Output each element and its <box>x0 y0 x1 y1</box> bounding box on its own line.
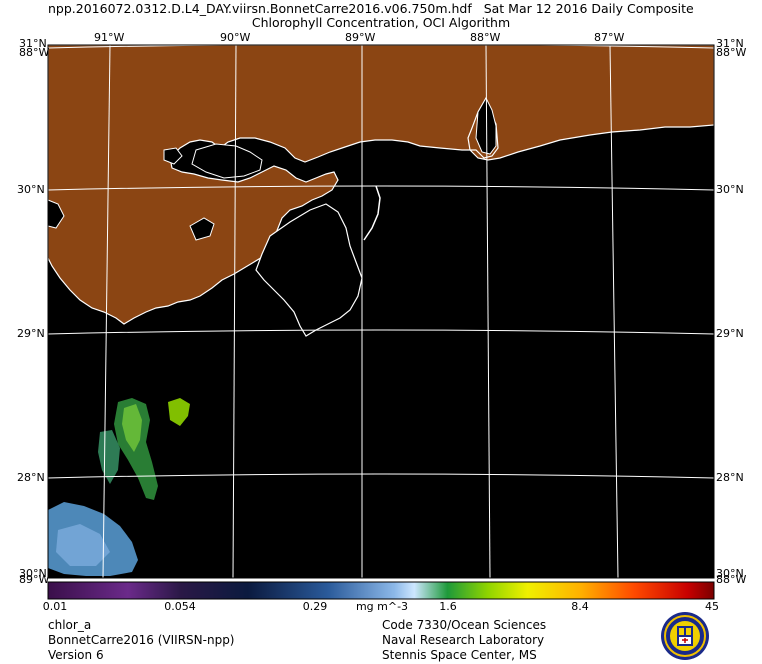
colorbar-tick-4: 8.4 <box>571 600 589 613</box>
corner-top-left-lat: 31°N <box>19 37 47 50</box>
composite-date: Sat Mar 12 2016 Daily Composite <box>483 1 694 16</box>
mississippi-delta-water <box>255 203 363 337</box>
lon-label-90w: 90°W <box>220 31 251 44</box>
lake-maurepas <box>163 147 183 165</box>
colorbar-tick-3: 1.6 <box>439 600 457 613</box>
map-title-line: npp.2016072.0312.D.L4_DAY.viirsn.BonnetC… <box>48 2 694 16</box>
lon-label-88w: 88°W <box>470 31 501 44</box>
colorbar-tick-2: 0.29 <box>302 600 328 613</box>
lat-label-28n-right: 28°N <box>716 471 744 484</box>
colorbar-tick-0: 0.01 <box>42 600 68 613</box>
graticule <box>47 43 715 579</box>
lat-label-30n-right: 30°N <box>716 183 744 196</box>
footer-version: Version 6 <box>48 648 104 662</box>
corner-top-left-lon: 88°W <box>19 46 50 59</box>
corner-bottom-left-lon: 89°W <box>19 573 50 586</box>
footer-org-name: Naval Research Laboratory <box>382 633 545 647</box>
corner-top-right-lon: 88°W <box>716 46 747 59</box>
lon-label-87w: 87°W <box>594 31 625 44</box>
lat-label-29n-right: 29°N <box>716 327 744 340</box>
lon-label-89w: 89°W <box>345 31 376 44</box>
chandeleur-islands <box>363 185 381 241</box>
colorbar-units: mg m^-3 <box>355 600 409 613</box>
chlorophyll-patches <box>48 398 190 576</box>
lake-pontchartrain <box>191 143 263 179</box>
source-filename: npp.2016072.0312.D.L4_DAY.viirsn.BonnetC… <box>48 1 472 16</box>
footer-org-code: Code 7330/Ocean Sciences <box>382 618 547 632</box>
mobile-bay <box>475 96 497 155</box>
footer-variable: chlor_a <box>48 618 92 632</box>
lake-salvador <box>189 217 215 241</box>
corner-top-right-lat: 31°N <box>716 37 744 50</box>
lon-label-91w: 91°W <box>94 31 125 44</box>
colorbar-tick-1: 0.054 <box>164 600 196 613</box>
lat-label-30n-left: 30°N <box>17 183 45 196</box>
footer-org-location: Stennis Space Center, MS <box>382 648 537 662</box>
map-frame <box>47 44 715 579</box>
colorbar <box>47 581 715 600</box>
map-subtitle: Chlorophyll Concentration, OCI Algorithm <box>251 15 511 30</box>
footer-region: BonnetCarre2016 (VIIRSN-npp) <box>48 633 235 647</box>
lat-label-28n-left: 28°N <box>17 471 45 484</box>
corner-bottom-right-lon: 88°W <box>716 573 747 586</box>
colorbar-tick-5: 45 <box>705 600 719 613</box>
lat-label-29n-left: 29°N <box>17 327 45 340</box>
corner-bottom-right-lat: 30°N <box>716 567 744 580</box>
corner-bottom-left-lat: 30°N <box>19 567 47 580</box>
nrl-seal-icon <box>661 612 709 660</box>
